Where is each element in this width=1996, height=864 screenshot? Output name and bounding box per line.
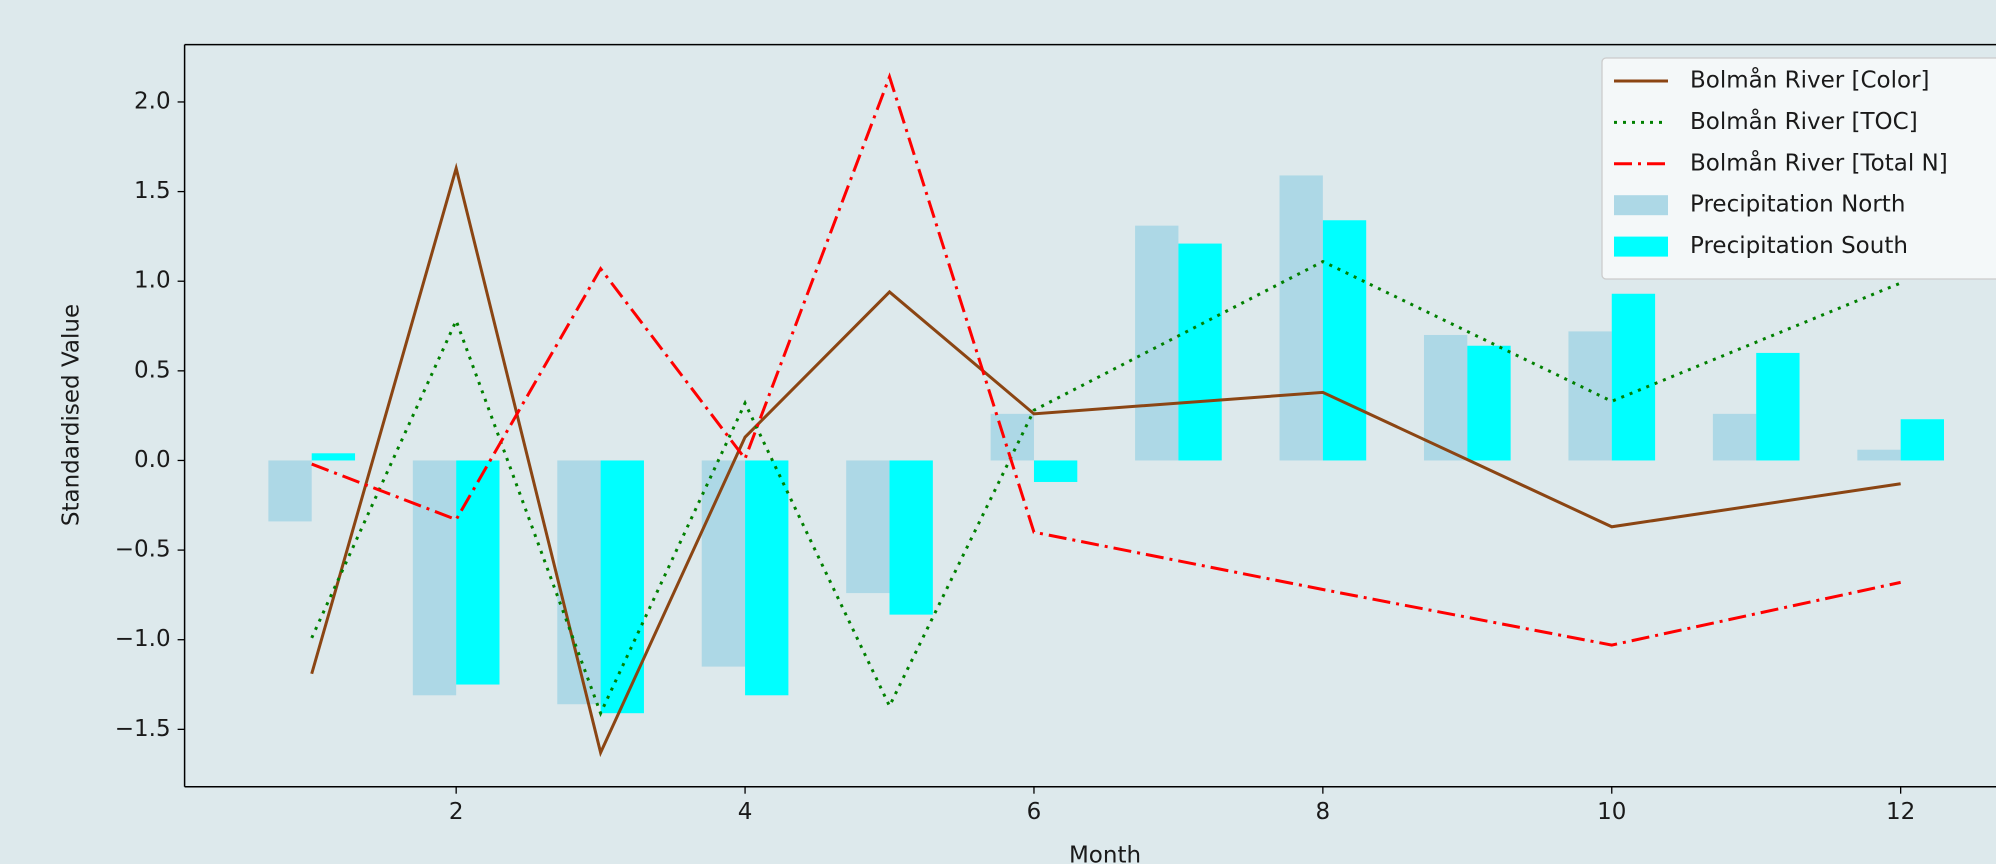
legend: Bolmån River [Color] Bolmån River [TOC] Bo…: [1601, 57, 1996, 280]
legend-label: Bolmån River [TOC]: [1690, 107, 1918, 135]
bar: [412, 460, 457, 696]
y-tick-label: 1.0: [134, 268, 171, 294]
legend-label: Precipitation North: [1690, 192, 1905, 218]
x-tick-label: 10: [1597, 799, 1626, 825]
x-tick-label: 2: [449, 799, 464, 825]
x-tick-label: 8: [1316, 799, 1331, 825]
x-axis-label: Month: [1069, 843, 1141, 864]
bar: [1611, 293, 1656, 461]
y-tick-label: 0.5: [134, 357, 171, 383]
line: [310, 259, 1902, 718]
bars: [268, 175, 1944, 714]
bar: [990, 413, 1034, 461]
legend-swatch: [1614, 236, 1668, 257]
line: [311, 72, 1901, 647]
bar: [456, 460, 500, 685]
legend-label: Bolmån River [Total N]: [1690, 148, 1948, 176]
bar: [1712, 413, 1757, 461]
bar: [1423, 334, 1468, 461]
y-tick-label: 1.5: [134, 178, 171, 204]
bar: [1467, 345, 1511, 461]
bar: [846, 460, 890, 594]
bar: [1322, 220, 1367, 461]
legend-label: Precipitation South: [1690, 233, 1908, 259]
bar: [1033, 460, 1078, 482]
bar: [1857, 449, 1901, 461]
bar: [1178, 243, 1222, 461]
y-axis-label: Standardised Value: [59, 304, 85, 526]
y-tick-label: 0.0: [134, 447, 171, 473]
y-tick-label: 2.0: [134, 88, 171, 114]
bar: [889, 460, 933, 615]
y-tick-label: −1.5: [115, 716, 171, 742]
legend-box: [1601, 57, 1996, 280]
x-tick-label: 4: [738, 799, 753, 825]
legend-label: Bolmån River [Color]: [1690, 66, 1930, 94]
bar: [1756, 352, 1800, 461]
x-tick-label: 12: [1886, 799, 1915, 825]
axes: 2.0 1.5 1.0 0.5 0.0 −0.5 −1.0 −1.5 2 4 6 8 10 12: [115, 43, 1996, 825]
bar: [1135, 225, 1179, 461]
bar: [1568, 331, 1612, 461]
line: [310, 162, 1901, 758]
y-tick-label: −0.5: [115, 537, 171, 563]
bar: [268, 460, 312, 522]
bar: [701, 460, 746, 667]
legend-swatch: [1614, 195, 1668, 216]
bar: [1900, 419, 1944, 461]
y-tick-label: −1.0: [115, 626, 171, 652]
bar: [1279, 175, 1323, 461]
bar: [311, 453, 356, 461]
lines: [310, 72, 1902, 758]
x-tick-label: 6: [1027, 799, 1042, 825]
bar: [745, 460, 789, 696]
